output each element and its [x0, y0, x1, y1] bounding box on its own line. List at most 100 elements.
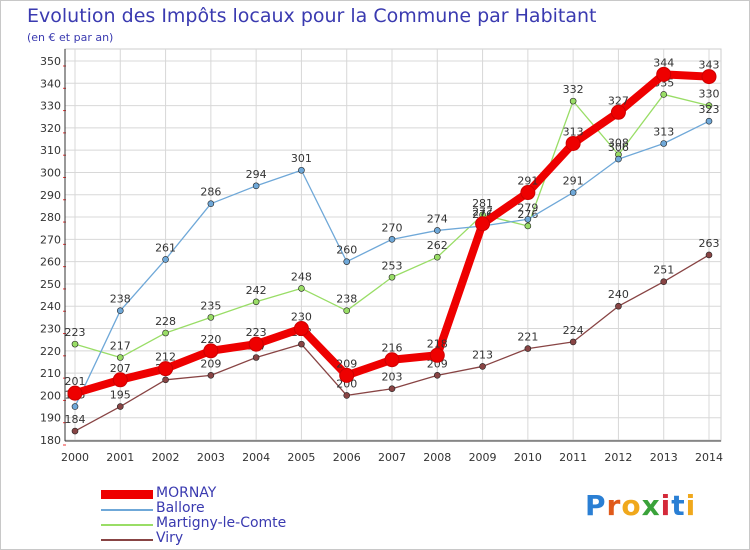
x-tick-label: 2005	[287, 451, 315, 464]
legend-label-mornay: MORNAY	[156, 485, 217, 501]
data-point-mornay	[565, 135, 581, 151]
data-point-martigny-le-comte	[207, 314, 215, 321]
legend-label-ballore: Ballore	[156, 500, 205, 516]
proxiti-logo: Proxiti	[585, 489, 696, 522]
logo-letter: i	[685, 489, 697, 522]
data-label-martigny-le-comte: 308	[608, 137, 629, 150]
y-tick-label: 290	[40, 189, 61, 202]
data-label-martigny-le-comte: 235	[200, 299, 221, 312]
data-point-viry	[343, 392, 351, 399]
data-label-mornay: 327	[608, 94, 629, 107]
data-label-viry: 184	[65, 413, 86, 426]
data-point-ballore	[524, 215, 532, 223]
data-label-martigny-le-comte: 262	[427, 239, 448, 252]
data-point-martigny-le-comte	[388, 273, 396, 281]
data-label-mornay: 343	[699, 59, 720, 72]
x-tick-label: 2008	[423, 451, 451, 464]
data-point-viry	[207, 372, 215, 379]
logo-letter: r	[606, 489, 622, 522]
data-point-viry	[479, 363, 486, 370]
x-tick-label: 2013	[650, 451, 678, 464]
legend-swatch-martigny-le-comte	[101, 524, 153, 526]
x-tick-label: 2009	[469, 451, 497, 464]
data-label-mornay: 218	[427, 337, 448, 350]
data-point-mornay	[158, 361, 174, 377]
data-point-mornay	[248, 336, 264, 352]
data-point-mornay	[429, 347, 445, 363]
x-tick-label: 2004	[242, 451, 270, 464]
data-point-martigny-le-comte	[116, 354, 124, 361]
data-label-mornay: 209	[336, 357, 357, 370]
data-point-martigny-le-comte	[298, 285, 305, 292]
y-tick-label: 220	[40, 345, 61, 358]
data-label-martigny-le-comte: 253	[382, 259, 403, 272]
data-label-viry: 224	[563, 324, 584, 337]
data-label-viry: 221	[517, 331, 538, 344]
chart-subtitle: (en € et par an)	[27, 31, 114, 44]
data-point-martigny-le-comte	[433, 253, 441, 261]
data-point-martigny-le-comte	[71, 340, 79, 348]
data-label-ballore: 301	[291, 152, 312, 165]
logo-letter: P	[585, 489, 607, 522]
data-point-ballore	[207, 200, 215, 207]
data-point-mornay	[339, 367, 355, 383]
data-point-viry	[71, 427, 79, 435]
data-label-viry: 240	[608, 288, 629, 301]
data-label-mornay: 230	[291, 311, 312, 324]
data-point-ballore	[660, 140, 668, 147]
data-point-ballore	[116, 307, 124, 314]
data-label-martigny-le-comte: 330	[699, 88, 720, 101]
y-tick-label: 330	[40, 100, 61, 113]
data-point-ballore	[162, 256, 169, 263]
data-point-mornay	[112, 372, 128, 388]
data-point-ballore	[298, 166, 305, 174]
data-label-viry: 209	[200, 357, 221, 370]
x-tick-label: 2012	[604, 451, 632, 464]
data-label-mornay: 344	[653, 56, 674, 69]
data-point-ballore	[252, 182, 260, 190]
data-point-martigny-le-comte	[252, 298, 260, 306]
data-point-ballore	[343, 258, 351, 265]
data-label-martigny-le-comte: 332	[563, 83, 584, 96]
data-point-martigny-le-comte	[162, 329, 169, 337]
data-point-viry	[433, 372, 441, 379]
y-tick-label: 310	[40, 144, 61, 157]
x-tick-label: 2007	[378, 451, 406, 464]
legend-swatch-viry	[101, 539, 153, 541]
data-label-ballore: 294	[246, 168, 267, 181]
data-label-mornay: 223	[246, 326, 267, 339]
data-point-mornay	[384, 352, 400, 368]
data-label-ballore: 286	[200, 186, 221, 199]
logo-letter: i	[660, 489, 672, 522]
data-point-ballore	[433, 227, 441, 234]
data-point-viry	[298, 340, 305, 348]
data-point-viry	[162, 376, 169, 384]
data-point-ballore	[705, 117, 713, 125]
y-tick-label: 210	[40, 367, 61, 380]
data-label-ballore: 279	[517, 201, 538, 214]
logo-letter: o	[621, 489, 642, 522]
data-point-mornay	[293, 321, 309, 337]
data-label-martigny-le-comte: 276	[517, 208, 538, 221]
data-point-martigny-le-comte	[569, 97, 577, 105]
y-tick-label: 280	[40, 211, 61, 224]
data-point-mornay	[475, 216, 491, 232]
data-label-ballore: 274	[427, 212, 448, 225]
data-point-viry	[660, 278, 668, 286]
data-point-viry	[388, 385, 396, 393]
x-tick-label: 2014	[695, 451, 723, 464]
data-label-viry: 251	[653, 264, 674, 277]
data-point-viry	[252, 354, 260, 361]
legend-label-viry: Viry	[156, 530, 184, 546]
data-point-viry	[705, 251, 713, 259]
data-point-mornay	[610, 104, 626, 120]
x-tick-label: 2002	[152, 451, 180, 464]
y-tick-label: 190	[40, 412, 61, 425]
y-tick-label: 240	[40, 300, 61, 313]
data-label-ballore: 260	[336, 244, 357, 257]
data-point-mornay	[656, 66, 672, 82]
data-point-mornay	[203, 343, 219, 359]
data-point-viry	[615, 302, 622, 310]
